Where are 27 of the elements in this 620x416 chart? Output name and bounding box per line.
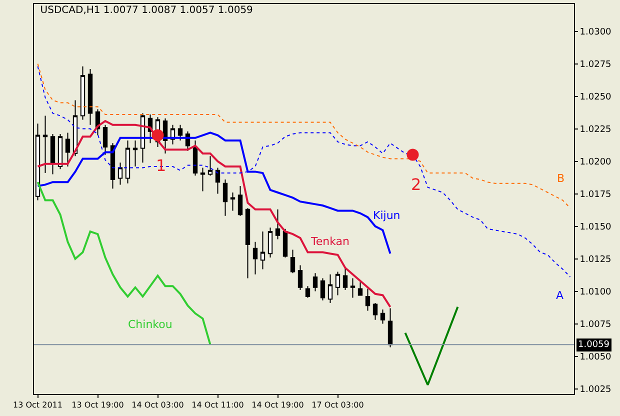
y-tick-label: 1.0225 <box>580 124 612 135</box>
annotation: 2 <box>411 175 422 194</box>
series-label: Chinkou <box>128 318 172 331</box>
series-label: B <box>557 172 565 185</box>
series-label: A <box>556 289 564 302</box>
y-tick-label: 1.0100 <box>580 287 612 298</box>
x-tick-label: 17 Oct 03:00 <box>312 400 364 410</box>
y-tick-label: 1.0150 <box>580 222 612 232</box>
chart-title: USDCAD,H1 1.0077 1.0087 1.0057 1.0059 <box>40 5 253 16</box>
series-label: Tenkan <box>310 235 350 248</box>
y-tick-label: 1.0300 <box>580 27 612 38</box>
y-tick-label: 1.0050 <box>580 352 612 362</box>
y-tick-label: 1.0075 <box>580 320 612 330</box>
y-tick-label: 1.0250 <box>580 92 612 102</box>
x-tick-label: 14 Oct 19:00 <box>252 400 304 410</box>
y-tick-label: 1.0125 <box>580 254 612 265</box>
x-tick-label: 13 Oct 19:00 <box>72 400 124 410</box>
y-tick-label: 1.0275 <box>580 60 612 70</box>
y-tick-label: 1.0175 <box>580 190 612 200</box>
annotation: 1 <box>156 156 166 175</box>
y-tick-label: 1.0200 <box>580 157 612 168</box>
x-tick-label: 13 Oct 2011 <box>13 400 62 410</box>
x-tick-label: 14 Oct 11:00 <box>192 400 244 410</box>
x-tick-label: 14 Oct 03:00 <box>132 400 184 410</box>
ref-line-label: 1.0059 <box>578 340 610 350</box>
series-label: Kijun <box>373 209 400 222</box>
y-tick-label: 1.0025 <box>580 384 612 395</box>
